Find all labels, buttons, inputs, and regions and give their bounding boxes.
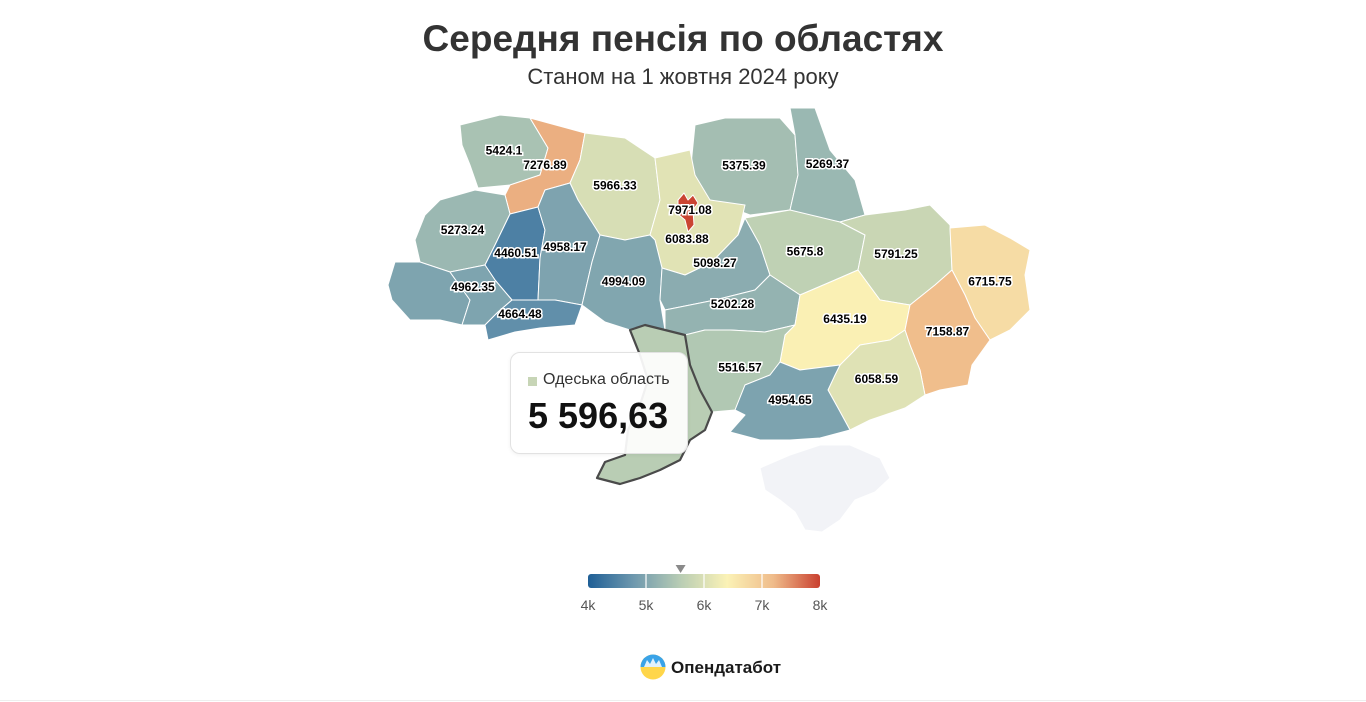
legend-tick-label: 6k — [697, 597, 713, 613]
bottom-divider — [0, 700, 1366, 701]
legend-tick-label: 7k — [755, 597, 771, 613]
legend-tick-label: 4k — [581, 597, 597, 613]
region-value-label: 7158.87 — [926, 325, 970, 339]
region-kyiv-city[interactable] — [677, 192, 699, 233]
region-kherson[interactable] — [729, 361, 851, 441]
legend-tick-label: 8k — [813, 597, 829, 613]
opendatabot-logo-icon — [640, 654, 666, 680]
region-value-label: 5516.57 — [718, 361, 762, 375]
region-value-label: 7276.89 — [523, 158, 567, 172]
region-tooltip: Одеська область 5 596,63 — [510, 352, 688, 454]
region-crimea — [759, 444, 891, 533]
region-value-label: 5791.25 — [874, 247, 918, 261]
region-value-label: 5675.8 — [787, 245, 824, 259]
region-value-label: 5273.24 — [441, 223, 485, 237]
region-value-label: 4994.09 — [602, 275, 646, 289]
region-value-label: 4664.48 — [498, 307, 542, 321]
region-value-label: 5375.39 — [722, 159, 766, 173]
tooltip-color-swatch — [528, 377, 537, 386]
map-subtitle: Станом на 1 жовтня 2024 року — [527, 64, 839, 89]
region-value-label: 6058.59 — [855, 372, 899, 386]
region-value-label: 5202.28 — [711, 297, 755, 311]
region-value-label: 7971.08 — [668, 203, 712, 217]
legend-tick-label: 5k — [639, 597, 655, 613]
region-value-label: 5966.33 — [593, 179, 637, 193]
region-value-label: 4962.35 — [451, 280, 495, 294]
map-title: Середня пенсія по областях — [422, 18, 944, 59]
region-value-label: 4958.17 — [543, 240, 587, 254]
tooltip-region-name: Одеська область — [543, 371, 670, 388]
region-zakarpattia[interactable] — [387, 261, 471, 326]
region-value-label: 4460.51 — [494, 246, 538, 260]
region-value-label: 5098.27 — [693, 256, 737, 270]
tooltip-region-value: 5 596,63 — [528, 395, 669, 436]
color-scale-legend: 4k 5k 6k 7k 8k — [581, 565, 829, 613]
region-value-label: 6715.75 — [968, 275, 1012, 289]
legend-value-marker — [675, 565, 686, 573]
region-value-label: 6435.19 — [823, 312, 867, 326]
brand-name: Опендатабот — [671, 658, 782, 677]
region-value-label: 5424.1 — [486, 144, 523, 158]
region-value-label: 6083.88 — [665, 232, 709, 246]
region-value-label: 4954.65 — [768, 393, 812, 407]
region-value-label: 5269.37 — [806, 157, 850, 171]
